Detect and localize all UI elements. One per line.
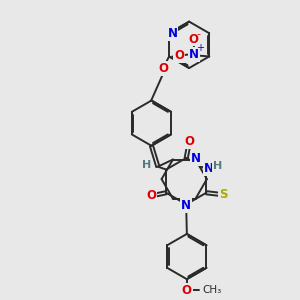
Text: N: N <box>189 48 199 61</box>
Text: O: O <box>146 189 156 202</box>
Text: S: S <box>219 188 227 201</box>
Text: O: O <box>174 49 184 62</box>
Text: N: N <box>167 27 178 40</box>
Text: N: N <box>191 152 201 165</box>
Text: O: O <box>159 62 169 75</box>
Text: O: O <box>182 284 192 297</box>
Text: -: - <box>196 29 200 39</box>
Text: O: O <box>184 136 194 148</box>
Text: N: N <box>204 162 214 175</box>
Text: CH₃: CH₃ <box>203 285 222 295</box>
Text: O: O <box>189 32 199 46</box>
Text: +: + <box>196 43 204 53</box>
Text: N: N <box>181 199 191 212</box>
Text: H: H <box>213 161 222 171</box>
Text: H: H <box>142 160 152 170</box>
